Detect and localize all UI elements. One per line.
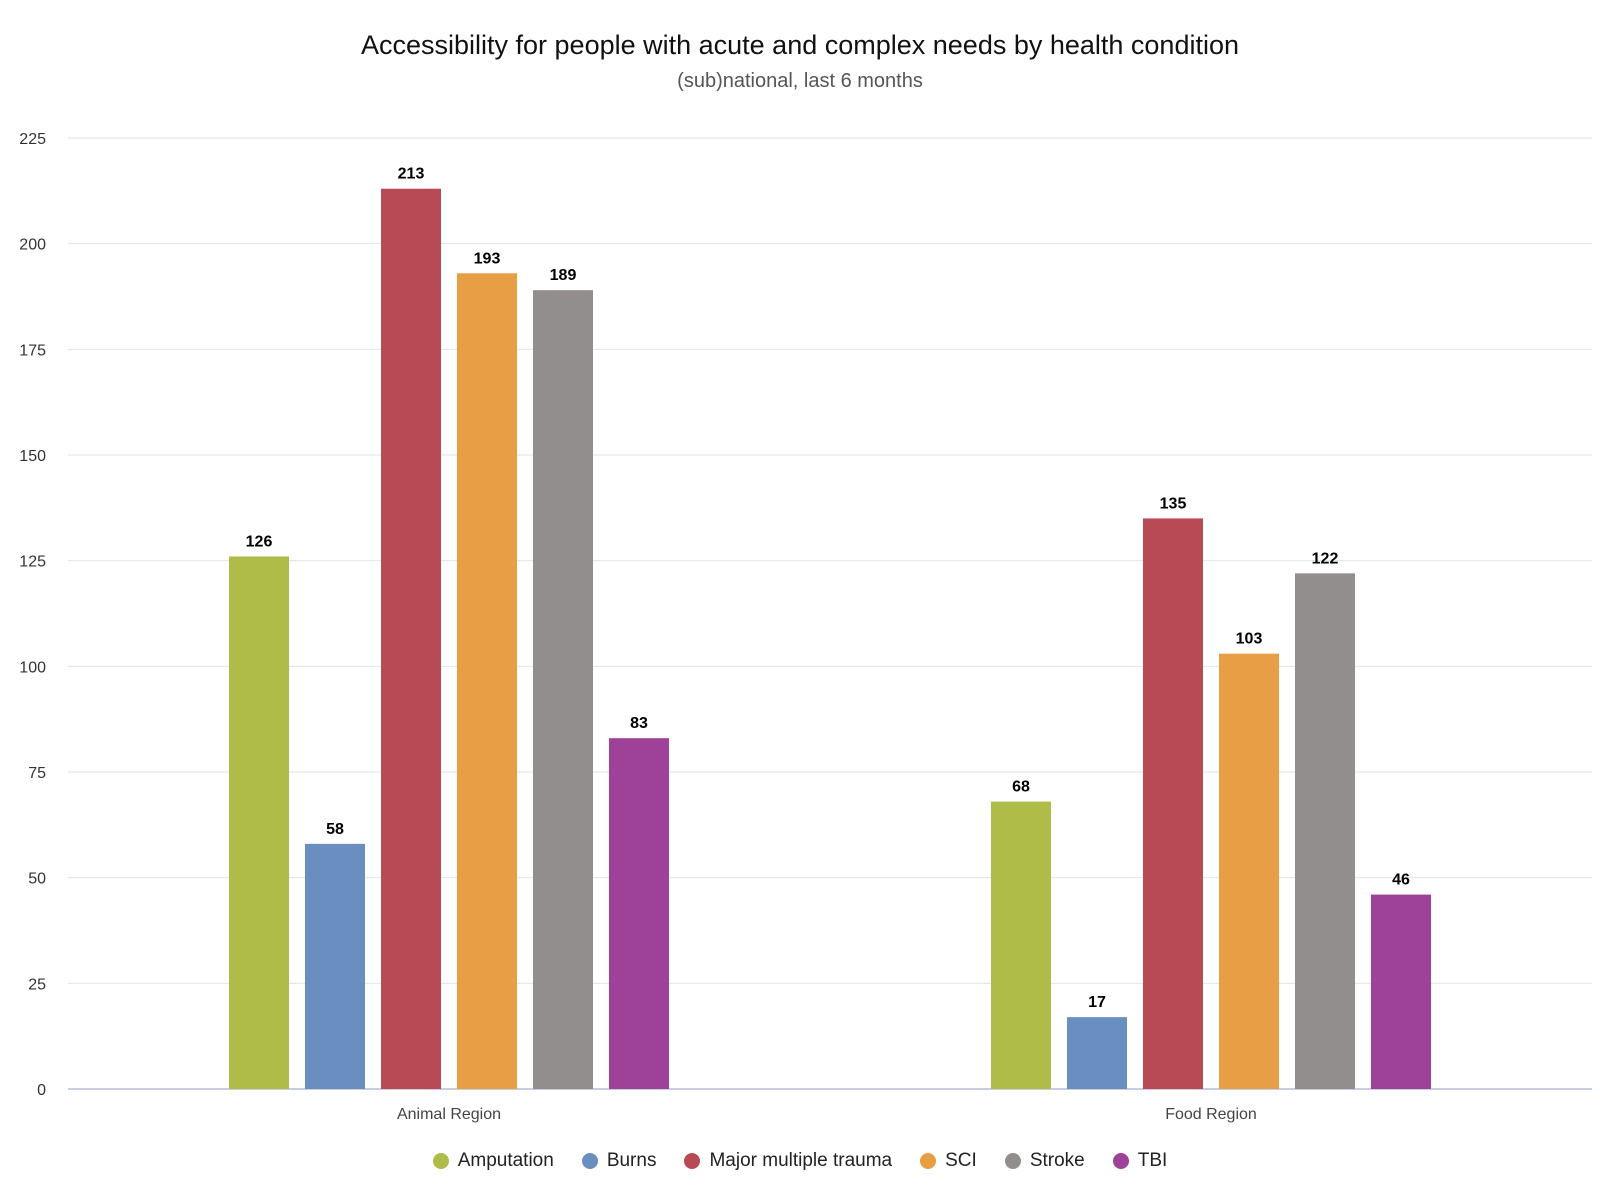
y-tick-label: 25 (28, 976, 46, 993)
bar (1295, 573, 1355, 1089)
bar (305, 843, 365, 1089)
legend-item[interactable]: Burns (581, 1150, 657, 1172)
y-tick-label: 75 (28, 765, 46, 782)
y-tick-label: 125 (19, 554, 46, 571)
y-tick-label: 50 (28, 871, 46, 888)
legend-label: Amputation (457, 1150, 554, 1171)
y-tick-label: 225 (19, 131, 46, 148)
bar (609, 738, 669, 1089)
data-label: 189 (550, 267, 577, 284)
data-label: 58 (326, 821, 344, 838)
data-label: 103 (1236, 631, 1263, 648)
legend-label: SCI (945, 1150, 977, 1171)
legend-marker-icon (1004, 1153, 1021, 1169)
legend-label: TBI (1137, 1150, 1168, 1171)
x-tick-label: Food Region (1165, 1106, 1257, 1123)
bar (533, 290, 593, 1089)
y-tick-label: 175 (19, 342, 46, 359)
chart-legend: Amputation Burns Major multiple trauma SCI S… (0, 1150, 1600, 1172)
bar (381, 188, 441, 1090)
legend-label: Major multiple trauma (709, 1150, 893, 1171)
legend-label: Burns (606, 1150, 657, 1171)
data-label: 126 (246, 533, 273, 550)
legend-item[interactable]: TBI (1112, 1150, 1168, 1172)
legend-marker-icon (1112, 1153, 1129, 1169)
legend-label: Stroke (1029, 1150, 1085, 1171)
bar (1067, 1017, 1127, 1089)
legend-item[interactable]: Stroke (1004, 1150, 1085, 1172)
bar (229, 556, 289, 1089)
y-tick-label: 0 (37, 1082, 46, 1099)
legend-marker-icon (432, 1153, 449, 1169)
data-label: 83 (630, 715, 648, 732)
legend-item[interactable]: SCI (920, 1150, 977, 1172)
y-tick-label: 150 (19, 448, 46, 465)
bar (991, 801, 1051, 1089)
legend-marker-icon (920, 1153, 937, 1169)
legend-item[interactable]: Major multiple trauma (684, 1150, 892, 1172)
data-label: 135 (1160, 495, 1187, 512)
legend-item[interactable]: Amputation (432, 1150, 554, 1172)
data-label: 46 (1392, 872, 1410, 889)
data-label: 213 (398, 166, 425, 183)
data-label: 68 (1012, 779, 1030, 796)
legend-marker-icon (684, 1153, 701, 1169)
chart-plot-area: 0 25 50 75 100 125 150 175 200 225 Animal Region 12… (19, 131, 1592, 1123)
bar (1219, 653, 1279, 1089)
data-label: 193 (474, 250, 501, 267)
y-tick-label: 200 (19, 237, 46, 254)
data-label: 122 (1312, 550, 1339, 567)
legend-marker-icon (581, 1153, 598, 1169)
x-tick-label: Animal Region (397, 1106, 501, 1123)
y-tick-label: 100 (19, 659, 46, 676)
bar (1371, 894, 1431, 1089)
bar (457, 273, 517, 1090)
chart-subtitle: (sub)national, last 6 months (677, 70, 923, 92)
data-label: 17 (1088, 994, 1106, 1011)
chart-title: Accessibility for people with acute and … (360, 30, 1239, 60)
bar (1143, 518, 1203, 1089)
